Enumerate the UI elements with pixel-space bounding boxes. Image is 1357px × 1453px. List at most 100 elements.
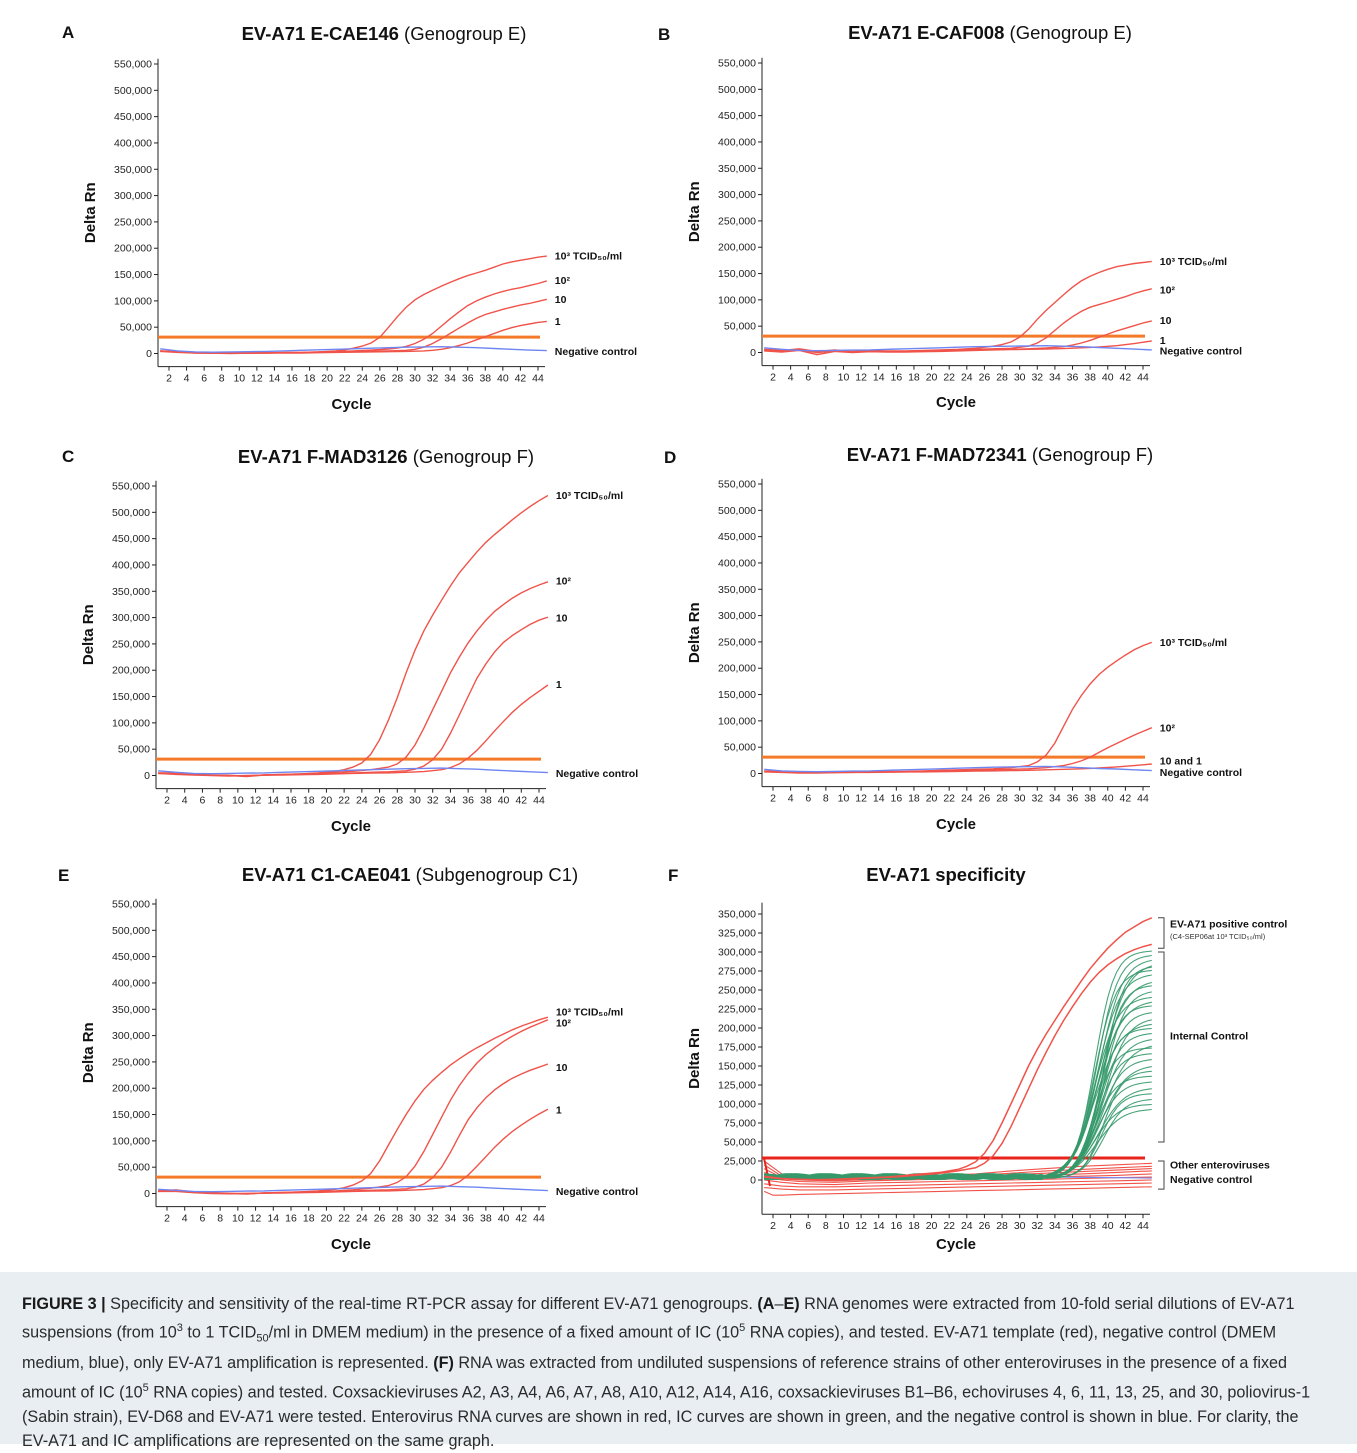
series-label: 1 [556,679,562,691]
x-tick-label: 20 [321,1213,333,1225]
dilution-series-line [764,728,1152,773]
x-tick-label: 36 [1067,372,1079,384]
x-tick-label: 12 [855,793,867,805]
x-tick-label: 24 [356,1213,368,1225]
series-label: Negative control [555,346,637,358]
y-tick-label: 150,000 [718,689,756,701]
positive-control-line [764,944,1152,1180]
caption-segment: /ml in DMEM medium) in the presence of a… [269,1324,740,1342]
x-tick-label: 2 [166,373,172,385]
chart-title: EV-A71 F-MAD72341 (Genogroup F) [847,444,1153,465]
dilution-series-line [160,281,547,353]
x-tick-label: 6 [805,793,811,805]
y-tick-label: 250,000 [718,215,756,227]
y-tick-label: 100,000 [114,295,152,307]
chart-title: EV-A71 C1-CAE041 (Subgenogroup C1) [242,864,578,885]
y-tick-label: 350,000 [112,586,150,598]
y-tick-label: 250,000 [112,1056,150,1068]
x-tick-label: 12 [855,372,867,384]
x-tick-label: 4 [184,373,190,385]
x-tick-label: 24 [961,372,973,384]
x-tick-label: 34 [445,1213,457,1225]
series-label: Negative control [556,768,638,780]
caption-segment: E) [784,1295,800,1313]
y-tick-label: 250,000 [718,985,756,997]
x-tick-label: 2 [164,1213,170,1225]
x-tick-label: 28 [996,793,1008,805]
y-tick-label: 250,000 [718,636,756,648]
y-tick-label: 0 [750,768,756,780]
y-tick-label: 300,000 [114,190,152,202]
caption-segment: 50 [256,1333,268,1345]
x-tick-label: 14 [873,372,885,384]
y-tick-label: 50,000 [724,1137,756,1149]
panel-e: E EV-A71 C1-CAE041 (Subgenogroup C1)050,0… [58,864,638,1253]
x-tick-label: 8 [217,795,223,807]
x-tick-label: 14 [267,795,279,807]
x-tick-label: 40 [497,373,509,385]
x-tick-label: 20 [926,793,938,805]
x-tick-label: 2 [164,795,170,807]
x-tick-label: 22 [339,373,351,385]
dilution-series-line [158,1017,548,1194]
x-tick-label: 42 [1120,1220,1132,1232]
x-tick-label: 24 [356,795,368,807]
internal-control-label: Internal Control [1170,1030,1248,1042]
x-tick-label: 8 [217,1213,223,1225]
x-tick-label: 24 [961,1220,973,1232]
x-tick-label: 32 [1031,1220,1043,1232]
series-label: 10 [556,613,568,625]
x-tick-label: 18 [304,373,316,385]
figure-caption: FIGURE 3 | Specificity and sensitivity o… [22,1292,1322,1453]
y-tick-label: 550,000 [112,481,150,493]
dilution-series-line [158,1109,548,1194]
internal-control-bracket [1158,952,1164,1142]
x-tick-label: 38 [480,795,492,807]
y-tick-label: 350,000 [718,909,756,921]
y-tick-label: 500,000 [718,84,756,96]
y-tick-label: 100,000 [112,717,150,729]
chart-title-bold: EV-A71 E-CAF008 [848,22,1004,43]
y-tick-label: 550,000 [112,899,150,911]
internal-control-line [764,1100,1152,1180]
panel-letter: D [664,448,676,467]
x-tick-label: 28 [391,1213,403,1225]
panel-f: F EV-A71 specificity025,00050,00075,00010… [668,864,1287,1253]
x-tick-label: 20 [321,795,333,807]
y-tick-label: 550,000 [114,59,152,71]
x-tick-label: 16 [285,795,297,807]
y-tick-label: 300,000 [112,612,150,624]
x-tick-label: 26 [979,372,991,384]
series-label: 10³ TCID₅₀/ml [1160,637,1227,649]
x-tick-label: 44 [1137,1220,1149,1232]
x-tick-label: 32 [1031,793,1043,805]
x-tick-label: 34 [444,373,456,385]
y-tick-label: 350,000 [718,584,756,596]
figure-caption-box: FIGURE 3 | Specificity and sensitivity o… [0,1272,1357,1444]
x-tick-label: 38 [480,1213,492,1225]
x-tick-label: 16 [286,373,298,385]
panel-d: D EV-A71 F-MAD72341 (Genogroup F) 0 50,000 1… [664,444,1242,833]
x-tick-label: 44 [533,795,545,807]
y-tick-label: 100,000 [718,715,756,727]
x-tick-label: 26 [374,795,386,807]
x-tick-label: 12 [250,795,262,807]
x-tick-label: 18 [908,793,920,805]
panel-letter: A [62,23,74,42]
x-tick-label: 38 [479,373,491,385]
y-tick-label: 100,000 [718,294,756,306]
y-tick-label: 0 [144,770,150,782]
x-tick-label: 30 [1014,793,1026,805]
y-tick-label: 550,000 [718,58,756,70]
y-tick-label: 200,000 [112,1083,150,1095]
x-tick-label: 36 [462,373,474,385]
chart-title-bold: EV-A71 F-MAD3126 [238,446,408,467]
x-tick-label: 30 [409,1213,421,1225]
x-tick-label: 22 [943,1220,955,1232]
other-enteroviruses-label: Other enteroviruses [1170,1160,1270,1172]
x-tick-label: 24 [961,793,973,805]
x-tick-label: 16 [890,1220,902,1232]
y-tick-label: 100,000 [718,1099,756,1111]
y-tick-label: 400,000 [718,136,756,148]
x-tick-label: 22 [943,372,955,384]
